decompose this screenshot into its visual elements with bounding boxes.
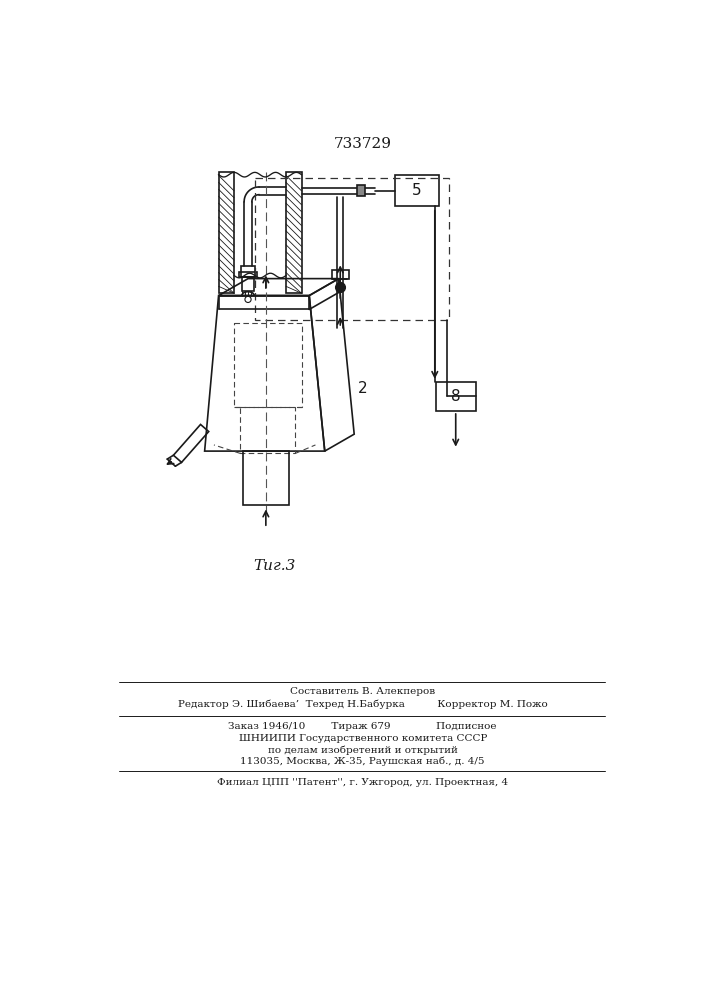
Text: 5: 5 bbox=[412, 183, 422, 198]
Text: по делам изобретений и открытий: по делам изобретений и открытий bbox=[268, 745, 457, 755]
Bar bbox=[357, 185, 365, 196]
Text: Заказ 1946/10        Тираж 679              Подписное: Заказ 1946/10 Тираж 679 Подписное bbox=[228, 722, 497, 731]
Text: Филиал ЦПП ''Патент'', г. Ужгород, ул. Проектная, 4: Филиал ЦПП ''Патент'', г. Ужгород, ул. П… bbox=[217, 778, 508, 787]
Bar bbox=[239, 272, 257, 277]
Text: Редактор Э. Шибаева’  Техред Н.Бабурка          Корректор М. Пожо: Редактор Э. Шибаева’ Техред Н.Бабурка Ко… bbox=[178, 699, 548, 709]
Bar bbox=[286, 172, 301, 293]
Bar bbox=[242, 277, 255, 291]
Bar bbox=[234, 323, 301, 407]
Text: 113035, Москва, Ж-35, Раушская наб., д. 4/5: 113035, Москва, Ж-35, Раушская наб., д. … bbox=[240, 756, 485, 766]
Bar bbox=[332, 270, 349, 279]
Bar bbox=[240, 407, 296, 453]
Bar bbox=[241, 266, 255, 277]
Text: 2: 2 bbox=[358, 381, 368, 396]
Bar bbox=[395, 175, 440, 206]
Bar bbox=[218, 172, 234, 293]
Text: 8: 8 bbox=[451, 389, 460, 404]
Bar bbox=[243, 451, 289, 505]
Text: ШНИИПИ Государственного комитета СССР: ШНИИПИ Государственного комитета СССР bbox=[238, 734, 487, 743]
Bar bbox=[255, 178, 449, 320]
Text: 733729: 733729 bbox=[334, 137, 392, 151]
Text: Τиг.3: Τиг.3 bbox=[253, 559, 296, 573]
Bar bbox=[436, 382, 476, 411]
Text: Составитель В. Алекперов: Составитель В. Алекперов bbox=[290, 687, 436, 696]
